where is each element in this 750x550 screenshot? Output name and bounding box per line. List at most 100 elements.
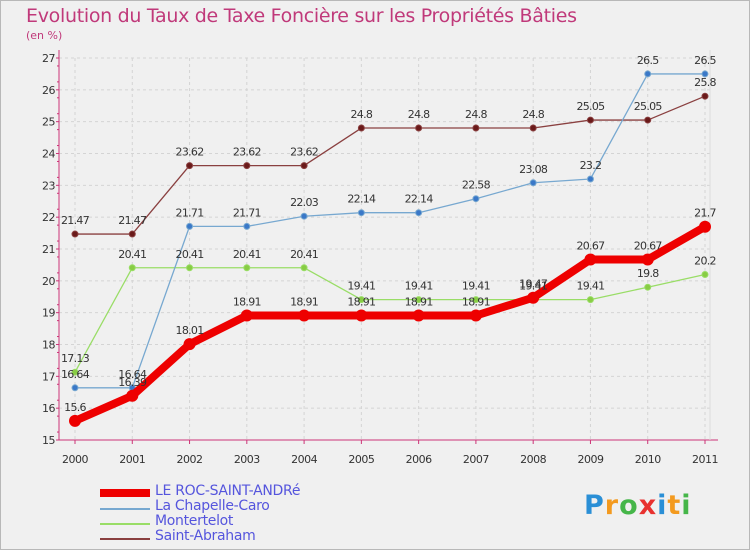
x-tick-label: 2005 bbox=[348, 453, 374, 466]
legend-item-le-roc-saint-andre[interactable]: LE ROC-SAINT-ANDRé bbox=[100, 483, 400, 501]
data-point bbox=[71, 230, 79, 238]
data-label: 18.91 bbox=[347, 296, 375, 309]
y-tick-label: 20 bbox=[42, 275, 55, 288]
logo-letter: i bbox=[681, 490, 692, 521]
series-group bbox=[69, 70, 711, 427]
data-point bbox=[472, 296, 480, 304]
legend-item-la-chapelle-caro[interactable]: La Chapelle-Caro bbox=[100, 498, 400, 516]
y-tick-label: 18 bbox=[42, 339, 55, 352]
data-point bbox=[357, 124, 365, 132]
legend-label: La Chapelle-Caro bbox=[155, 498, 270, 514]
data-point bbox=[128, 230, 136, 238]
data-label: 24.8 bbox=[351, 108, 373, 121]
data-point bbox=[243, 162, 251, 170]
legend-swatch bbox=[100, 523, 150, 525]
data-point bbox=[71, 368, 79, 376]
data-point bbox=[126, 389, 139, 402]
data-point bbox=[701, 270, 709, 278]
y-tick-label: 21 bbox=[42, 243, 55, 256]
data-label: 18.91 bbox=[405, 296, 433, 309]
data-label: 15.6 bbox=[64, 401, 86, 414]
logo-letter: r bbox=[604, 490, 620, 521]
data-point bbox=[183, 338, 196, 351]
data-label: 22.03 bbox=[290, 196, 319, 209]
data-label: 23.62 bbox=[176, 146, 204, 159]
x-tick-label: 2010 bbox=[635, 453, 661, 466]
data-label: 20.41 bbox=[118, 248, 146, 261]
series-saint-abraham bbox=[71, 92, 709, 238]
data-label: 24.8 bbox=[465, 108, 487, 121]
data-point bbox=[128, 264, 136, 272]
data-label: 17.13 bbox=[61, 352, 90, 365]
proxiti-logo[interactable]: Proxiti bbox=[584, 490, 692, 521]
data-label: 26.5 bbox=[637, 54, 659, 67]
x-tick-label: 2007 bbox=[463, 453, 489, 466]
legend-swatch bbox=[100, 508, 150, 510]
data-point bbox=[644, 283, 652, 291]
x-tick-label: 2011 bbox=[692, 453, 718, 466]
y-tick-label: 22 bbox=[42, 211, 55, 224]
data-label: 22.14 bbox=[405, 193, 434, 206]
x-tick-label: 2004 bbox=[291, 453, 317, 466]
data-label: 19.41 bbox=[462, 280, 490, 293]
data-label: 21.71 bbox=[233, 206, 261, 219]
data-point bbox=[469, 309, 482, 322]
y-tick-label: 19 bbox=[42, 307, 55, 320]
data-point bbox=[298, 309, 311, 322]
legend-label: Montertelot bbox=[155, 513, 234, 529]
legend-label: LE ROC-SAINT-ANDRé bbox=[155, 483, 301, 499]
data-point bbox=[243, 264, 251, 272]
data-point bbox=[415, 124, 423, 132]
data-label: 18.01 bbox=[176, 324, 204, 337]
data-label: 18.91 bbox=[233, 296, 261, 309]
data-point bbox=[472, 195, 480, 203]
data-point bbox=[586, 296, 594, 304]
data-label: 16.39 bbox=[118, 376, 147, 389]
data-point bbox=[527, 291, 540, 304]
data-label: 21.47 bbox=[61, 214, 90, 227]
data-label: 20.67 bbox=[634, 240, 663, 253]
legend: LE ROC-SAINT-ANDRé La Chapelle-Caro Mont… bbox=[100, 483, 400, 546]
series-line bbox=[71, 222, 709, 425]
legend-item-montertelot[interactable]: Montertelot bbox=[100, 513, 400, 531]
data-label: 25.05 bbox=[634, 100, 663, 113]
data-point bbox=[644, 70, 652, 78]
series-line bbox=[74, 73, 706, 389]
x-tick-label: 2000 bbox=[62, 453, 88, 466]
y-tick-label: 24 bbox=[42, 148, 55, 161]
x-tick-labels: 2000 2001 2002 2003 2004 2005 2006 2007 2008 2009… bbox=[62, 453, 719, 466]
data-point bbox=[701, 70, 709, 78]
logo-letter: i bbox=[657, 490, 668, 521]
data-label: 16.64 bbox=[61, 368, 90, 381]
y-tick-label: 15 bbox=[42, 434, 55, 447]
data-label: 21.7 bbox=[694, 207, 716, 220]
data-label: 23.2 bbox=[580, 159, 602, 172]
legend-item-saint-abraham[interactable]: Saint-Abraham bbox=[100, 528, 400, 546]
data-point bbox=[357, 296, 365, 304]
data-point bbox=[186, 222, 194, 230]
data-label: 16.64 bbox=[118, 368, 147, 381]
data-label: 20.2 bbox=[694, 254, 716, 267]
data-label: 24.8 bbox=[408, 108, 430, 121]
data-point bbox=[415, 209, 423, 217]
legend-swatch bbox=[100, 489, 150, 497]
y-tick-label: 27 bbox=[42, 52, 55, 65]
data-label: 23.08 bbox=[519, 163, 548, 176]
data-point bbox=[699, 220, 711, 233]
y-tick-labels: 15 16 17 18 19 20 21 22 23 24 25 26 27 bbox=[42, 52, 56, 447]
data-point bbox=[300, 162, 308, 170]
data-label: 19.41 bbox=[576, 280, 604, 293]
series-la-chapelle-caro bbox=[71, 70, 709, 392]
data-point bbox=[415, 296, 423, 304]
data-label: 19.41 bbox=[519, 280, 547, 293]
data-point bbox=[644, 116, 652, 124]
data-label: 19.47 bbox=[519, 278, 548, 291]
x-tick-label: 2009 bbox=[577, 453, 603, 466]
legend-swatch bbox=[100, 538, 150, 540]
data-point bbox=[300, 212, 308, 220]
data-label: 19.41 bbox=[405, 280, 433, 293]
data-point bbox=[69, 414, 81, 427]
data-point bbox=[641, 253, 654, 266]
x-tick-label: 2002 bbox=[177, 453, 203, 466]
